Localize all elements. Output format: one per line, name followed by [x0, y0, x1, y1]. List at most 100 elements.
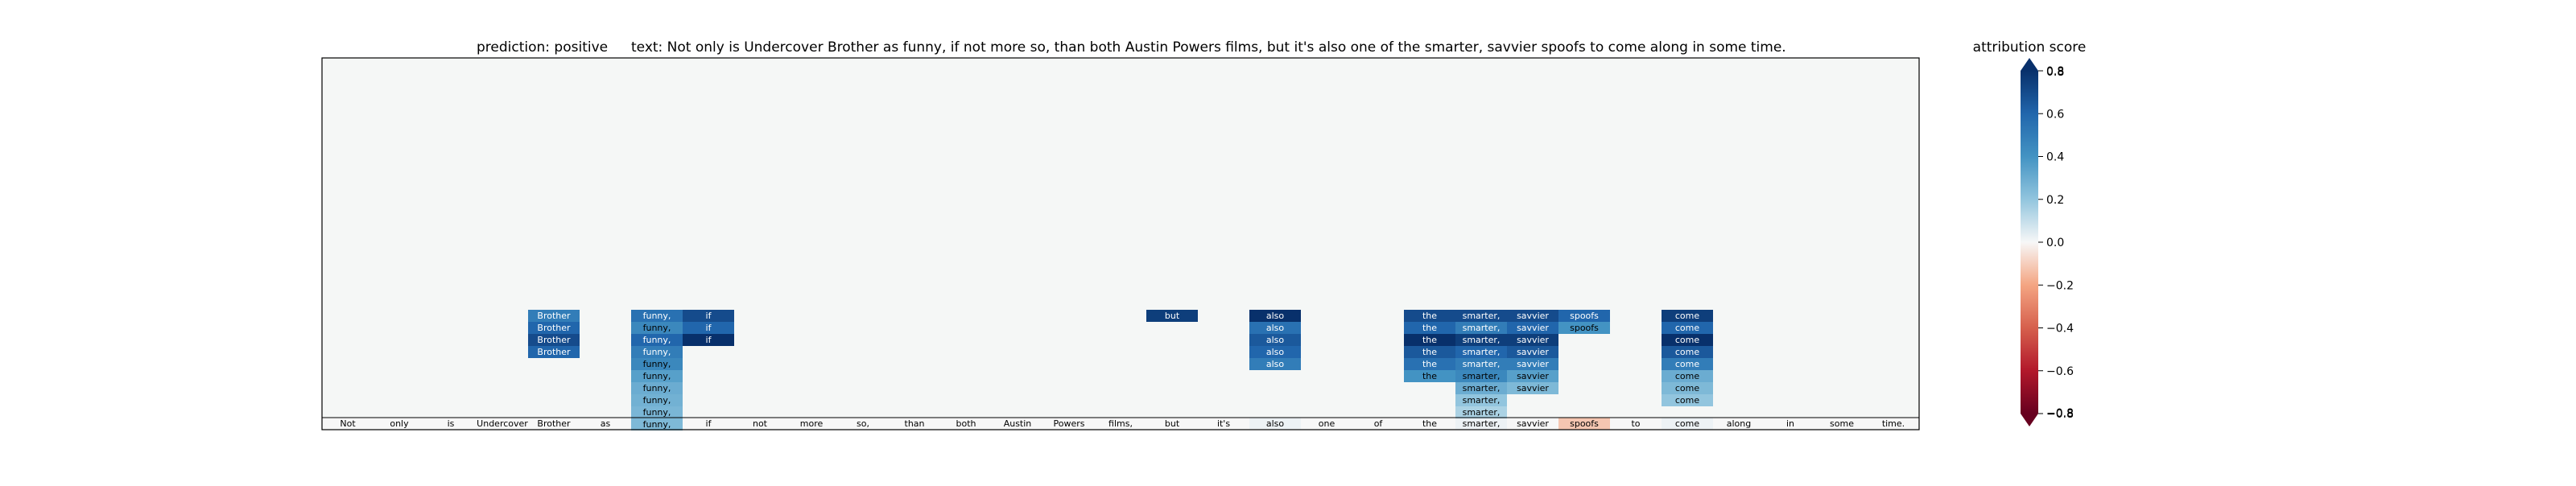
attribution-cell-label: the [1422, 323, 1437, 333]
attribution-cell-label: if [706, 323, 712, 333]
attribution-cell [1455, 310, 1507, 322]
colorbar-tick-label: 0.4 [2046, 151, 2064, 164]
attribution-cell-label: smarter, [1463, 311, 1501, 321]
attribution-cell-label: funny, [643, 407, 671, 418]
attribution-cell [1455, 358, 1507, 370]
attribution-cell [528, 334, 580, 346]
token-cell [322, 418, 374, 430]
attribution-cell [631, 370, 683, 382]
attribution-cell [1404, 334, 1455, 346]
token-cell [1095, 418, 1146, 430]
attribution-cell [1662, 346, 1713, 358]
token-label: is [448, 418, 455, 429]
token-label: it's [1217, 418, 1230, 429]
attribution-cell [528, 310, 580, 322]
attribution-cell-label: come [1675, 359, 1699, 369]
token-label: in [1786, 418, 1794, 429]
token-cell [1146, 418, 1198, 430]
attribution-cell-label: savvier [1517, 311, 1549, 321]
attribution-cell-label: the [1422, 347, 1437, 357]
attribution-cell [631, 322, 683, 334]
token-cell [786, 418, 837, 430]
attribution-cell [1662, 310, 1713, 322]
token-label: savvier [1517, 418, 1549, 429]
attribution-cell [1404, 310, 1455, 322]
token-cell [1816, 418, 1868, 430]
token-label: Austin [1004, 418, 1032, 429]
attribution-cell [528, 322, 580, 334]
attribution-cell-label: come [1675, 395, 1699, 406]
colorbar-tick-label: −0.6 [2046, 365, 2074, 378]
colorbar-tick-label: 0.0 [2046, 237, 2064, 249]
attribution-cell [1662, 370, 1713, 382]
token-cell [1043, 418, 1095, 430]
token-cell [1404, 418, 1455, 430]
attribution-cell-label: funny, [643, 347, 671, 357]
token-cell [1662, 418, 1713, 430]
token-label: of [1374, 418, 1384, 429]
token-label: as [601, 418, 611, 429]
attribution-cell-label: come [1675, 371, 1699, 381]
colorbar-min-extension [2021, 414, 2038, 426]
input-text-title: text: Not only is Undercover Brother as … [631, 39, 1786, 56]
attribution-cell-label: funny, [643, 383, 671, 393]
token-label: films, [1108, 418, 1133, 429]
colorbar-label: attribution score [1973, 39, 2087, 56]
attribution-cell [1404, 346, 1455, 358]
token-cell [1198, 418, 1249, 430]
token-cell [477, 418, 528, 430]
attribution-cell [1455, 346, 1507, 358]
attribution-cell-label: the [1422, 311, 1437, 321]
attribution-cell [528, 346, 580, 358]
token-label: some [1830, 418, 1854, 429]
attribution-cell-label: spoofs [1570, 323, 1599, 333]
colorbar-tick-label: −0.4 [2046, 323, 2074, 336]
prediction-title: prediction: positive [477, 39, 608, 56]
attribution-cell-label: smarter, [1463, 371, 1501, 381]
token-label: along [1727, 418, 1751, 429]
attribution-cell [1249, 322, 1301, 334]
attribution-cell-label: the [1422, 371, 1437, 381]
attribution-cell [631, 346, 683, 358]
token-cell [1249, 418, 1301, 430]
colorbar-tick-label: 0.6 [2046, 108, 2064, 121]
token-label: more [800, 418, 824, 429]
attribution-cell-label: Brother [537, 323, 571, 333]
attribution-cell [631, 394, 683, 406]
attribution-cell [1455, 334, 1507, 346]
token-label: both [956, 418, 976, 429]
token-cell [528, 418, 580, 430]
colorbar-tick-label: −0.8 [2046, 408, 2074, 421]
attribution-cell [1455, 322, 1507, 334]
attribution-cell [1404, 358, 1455, 370]
colorbar-overlap-label: −0.8 [2046, 407, 2074, 420]
attribution-cell-label: also [1266, 347, 1285, 357]
attribution-cell [1455, 394, 1507, 406]
token-cell [734, 418, 786, 430]
attribution-cell [631, 382, 683, 394]
token-cell [992, 418, 1043, 430]
attribution-cell-label: savvier [1517, 347, 1549, 357]
attribution-cell-label: savvier [1517, 335, 1549, 345]
attribution-cell [1249, 334, 1301, 346]
token-cell [374, 418, 425, 430]
token-label: only [390, 418, 409, 429]
attribution-cell [1507, 346, 1558, 358]
attribution-cell-label: also [1266, 311, 1285, 321]
colorbar-tick-label: 0.2 [2046, 194, 2064, 207]
attribution-cell [1455, 382, 1507, 394]
attribution-cell-label: but [1165, 311, 1180, 321]
token-cell [580, 418, 631, 430]
token-label: if [706, 418, 712, 429]
token-label: come [1675, 418, 1699, 429]
attribution-cell [1507, 382, 1558, 394]
attribution-cell [683, 310, 734, 322]
attribution-cell-label: savvier [1517, 323, 1549, 333]
token-cell [1558, 418, 1610, 430]
plot-background [322, 58, 1919, 430]
attribution-cell [1662, 394, 1713, 406]
attribution-cell [1249, 346, 1301, 358]
attribution-cell-label: funny, [643, 419, 671, 430]
attribution-cell-label: smarter, [1463, 383, 1501, 393]
attribution-cell-label: smarter, [1463, 347, 1501, 357]
